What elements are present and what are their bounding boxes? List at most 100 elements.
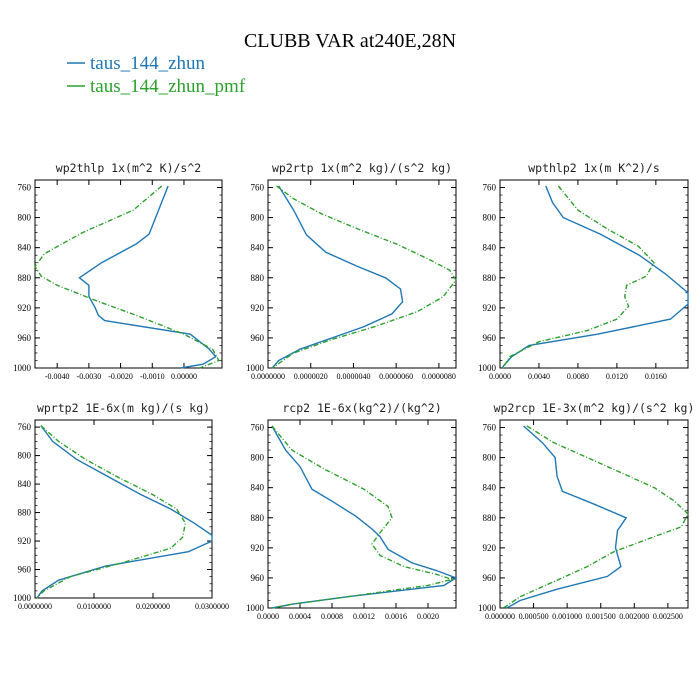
chart-panels: wp2thlp 1x(m^2 K)/s^2 760 800 840 880 920 960 1… — [13, 161, 694, 621]
y-tick-label: 800 — [18, 451, 32, 461]
legend: taus_144_zhun taus_144_zhun_pmf — [67, 53, 246, 97]
x-tick-label: 0.0000080 — [422, 372, 456, 381]
series-line-1 — [501, 185, 689, 369]
y-tick-label: 880 — [18, 508, 32, 518]
y-tick-label: 880 — [483, 273, 497, 283]
x-tick-label: 0.0000 — [489, 372, 511, 381]
y-tick-label: 960 — [483, 573, 497, 583]
y-tick-label: 760 — [18, 422, 32, 432]
y-tick-label: 840 — [483, 243, 497, 253]
y-tick-label: 840 — [251, 483, 265, 493]
x-tick-label: 0.0000 — [257, 612, 279, 621]
x-tick-label: 0.0200000 — [136, 602, 170, 611]
panel-title: wp2rcp 1E-3x(m^2 kg)/(s^2 kg) — [494, 401, 695, 415]
x-tick-label: 0.0300000 — [195, 602, 229, 611]
panel-6: wp2rcp 1E-3x(m^2 kg)/(s^2 kg) 760 800 840 88… — [478, 401, 694, 621]
y-tick-label: 960 — [18, 565, 32, 575]
y-tick-label: 800 — [483, 213, 497, 223]
x-tick-label: 0.0012 — [353, 612, 375, 621]
legend-label-2: taus_144_zhun_pmf — [90, 76, 246, 97]
plot-frame — [34, 179, 223, 369]
y-tick-label: 1000 — [478, 363, 497, 373]
y-tick-label: 960 — [251, 333, 265, 343]
y-tick-label: 840 — [483, 483, 497, 493]
x-tick-label: 0.0008 — [321, 612, 343, 621]
x-tick-label: 0.0016 — [385, 612, 407, 621]
x-tick-label: 0.0120 — [606, 372, 628, 381]
y-tick-label: 880 — [251, 513, 265, 523]
x-tick-label: 0.0000060 — [379, 372, 413, 381]
x-tick-label: 0.000000 — [485, 612, 515, 621]
series-line-1 — [271, 425, 458, 609]
x-tick-label: 0.0000000 — [251, 372, 285, 381]
y-tick-label: 760 — [483, 423, 497, 433]
y-tick-label: 960 — [251, 573, 265, 583]
panel-title: wprtp2 1E-6x(m kg)/(s kg) — [37, 401, 210, 415]
x-tick-label: 0.0080 — [567, 372, 589, 381]
series-line-1 — [36, 425, 213, 599]
x-tick-label: 0.001000 — [552, 612, 582, 621]
y-tick-label: 760 — [251, 183, 265, 193]
x-tick-label: 0.0160 — [645, 372, 667, 381]
y-tick-label: 760 — [483, 183, 497, 193]
series-line-2 — [271, 425, 455, 609]
y-tick-label: 920 — [251, 303, 265, 313]
y-tick-label: 840 — [18, 479, 32, 489]
x-tick-label: -0.0020 — [108, 372, 133, 381]
legend-label-1: taus_144_zhun — [90, 53, 206, 74]
y-tick-label: 760 — [251, 423, 265, 433]
y-tick-label: 800 — [251, 453, 265, 463]
x-tick-label: -0.0030 — [77, 372, 102, 381]
x-tick-label: 0.0000000 — [18, 602, 52, 611]
y-tick-label: 920 — [483, 303, 497, 313]
plot-frame — [267, 419, 457, 609]
x-tick-label: -0.0040 — [45, 372, 70, 381]
x-tick-label: 0.0020 — [417, 612, 439, 621]
x-tick-label: 0.001500 — [586, 612, 616, 621]
x-tick-label: -0.0010 — [140, 372, 165, 381]
y-tick-label: 920 — [251, 543, 265, 553]
y-tick-label: 800 — [483, 453, 497, 463]
y-tick-label: 840 — [251, 243, 265, 253]
panel-title: rcp2 1E-6x(kg^2)/(kg^2) — [282, 401, 441, 415]
panel-title: wpthlp2 1x(m K^2)/s — [528, 161, 660, 175]
series-line-2 — [34, 185, 220, 369]
x-tick-label: 0.0000020 — [294, 372, 328, 381]
figure-title: CLUBB VAR at240E,28N — [244, 30, 456, 52]
series-line-2 — [36, 425, 187, 599]
series-line-2 — [503, 425, 689, 609]
panel-title: wp2thlp 1x(m^2 K)/s^2 — [56, 161, 201, 175]
y-tick-label: 960 — [483, 333, 497, 343]
panel-2: wp2rtp 1x(m^2 kg)/(s^2 kg) 760 800 840 880 92… — [246, 161, 457, 381]
y-tick-label: 1000 — [246, 603, 265, 613]
y-tick-label: 1000 — [478, 603, 497, 613]
x-tick-label: 0.0040 — [528, 372, 550, 381]
y-tick-label: 1000 — [13, 593, 32, 603]
y-tick-label: 920 — [18, 536, 32, 546]
y-tick-label: 800 — [251, 213, 265, 223]
x-tick-label: 0.0000040 — [336, 372, 370, 381]
x-tick-label: 0.000500 — [519, 612, 549, 621]
y-tick-label: 880 — [251, 273, 265, 283]
y-tick-label: 880 — [18, 273, 32, 283]
x-tick-label: 0.0004 — [289, 612, 311, 621]
plot-frame — [34, 419, 213, 599]
plot-frame — [267, 179, 457, 369]
series-line-1 — [271, 185, 404, 369]
panel-1: wp2thlp 1x(m^2 K)/s^2 760 800 840 880 920 960 1… — [13, 161, 223, 381]
y-tick-label: 760 — [18, 183, 32, 193]
x-tick-label: 0.00000 — [171, 372, 197, 381]
series-line-2 — [271, 185, 457, 369]
x-tick-label: 0.002000 — [619, 612, 649, 621]
panel-title: wp2rtp 1x(m^2 kg)/(s^2 kg) — [272, 161, 452, 175]
x-tick-label: 0.0100000 — [77, 602, 111, 611]
panel-5: rcp2 1E-6x(kg^2)/(kg^2) 760 800 840 880 920 96… — [246, 401, 458, 621]
x-tick-label: 0.002500 — [653, 612, 683, 621]
y-tick-label: 1000 — [13, 363, 32, 373]
series-line-1 — [78, 185, 217, 369]
y-tick-label: 1000 — [246, 363, 265, 373]
series-line-2 — [502, 185, 655, 369]
y-tick-label: 920 — [18, 303, 32, 313]
y-tick-label: 880 — [483, 513, 497, 523]
